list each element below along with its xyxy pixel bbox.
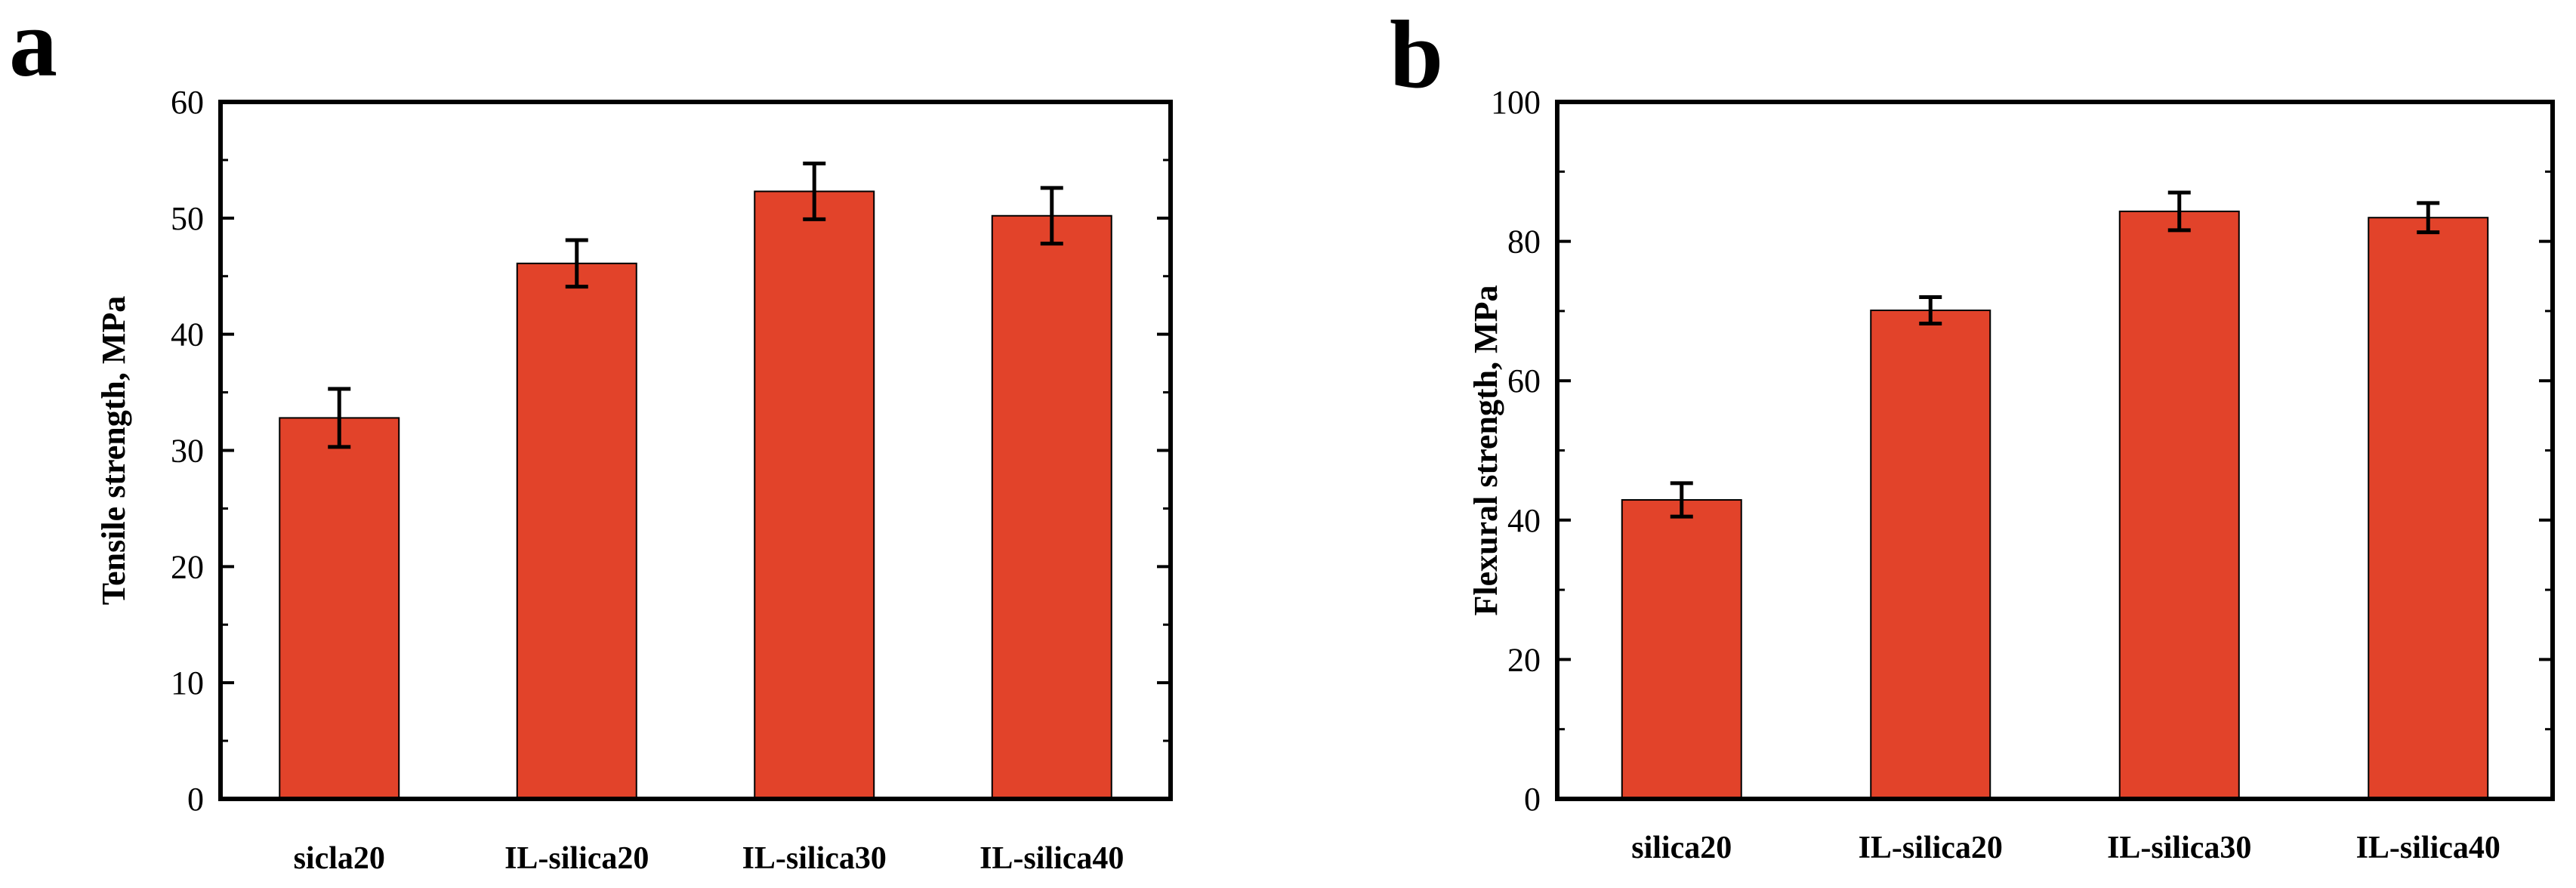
y-tick-label: 40 bbox=[1507, 502, 1541, 539]
y-tick-label: 10 bbox=[171, 664, 204, 701]
error-bar bbox=[1670, 481, 1693, 519]
y-tick-label: 20 bbox=[1507, 641, 1541, 678]
category-label: IL-silica20 bbox=[1859, 831, 2003, 865]
error-bar bbox=[328, 387, 351, 449]
y-axis-title: Flexural strength, MPa bbox=[1467, 285, 1504, 616]
bar-il-silica20 bbox=[1870, 309, 1991, 800]
bar-il-silica30 bbox=[2118, 210, 2240, 800]
bar-il-silica40 bbox=[2368, 217, 2489, 800]
y-tick-label: 0 bbox=[187, 781, 204, 818]
y-tick-label: 60 bbox=[171, 84, 204, 121]
error-bar bbox=[1040, 186, 1063, 246]
bar-silica20 bbox=[1621, 499, 1742, 800]
category-label: IL-silica30 bbox=[2107, 831, 2251, 865]
y-tick-label: 100 bbox=[1491, 84, 1541, 121]
panel-letter: a bbox=[9, 0, 57, 97]
y-axis-title: Tensile strength, MPa bbox=[95, 296, 132, 605]
panel-a: a sicla20 IL-silica20 IL-silica30 IL-silica4… bbox=[9, 0, 1173, 876]
plot-frame bbox=[218, 100, 1173, 801]
category-label: IL-silica40 bbox=[2356, 831, 2500, 865]
y-tick-label: 80 bbox=[1507, 224, 1541, 261]
y-tick-label: 30 bbox=[171, 433, 204, 470]
y-tick-label: 50 bbox=[171, 200, 204, 237]
error-bar bbox=[2167, 190, 2191, 233]
plot-frame bbox=[1555, 100, 2555, 801]
category-label: silica20 bbox=[1631, 831, 1732, 865]
category-label: sicla20 bbox=[294, 841, 385, 876]
bar-il-silica40 bbox=[991, 214, 1112, 800]
bar-il-silica30 bbox=[754, 190, 875, 800]
y-tick-label: 20 bbox=[171, 548, 204, 585]
y-tick-label: 0 bbox=[1524, 781, 1541, 818]
error-bar bbox=[565, 238, 588, 289]
bar-sicla20 bbox=[279, 417, 400, 800]
y-tick-label: 60 bbox=[1507, 362, 1541, 399]
error-bar bbox=[2417, 201, 2440, 235]
category-label: IL-silica20 bbox=[504, 841, 649, 876]
panel-letter: b bbox=[1390, 1, 1443, 108]
error-bar bbox=[803, 162, 826, 221]
error-bar bbox=[1919, 294, 1942, 326]
bar-il-silica20 bbox=[516, 262, 637, 800]
category-label: IL-silica40 bbox=[979, 841, 1124, 876]
category-label: IL-silica30 bbox=[742, 841, 887, 876]
y-tick-label: 40 bbox=[171, 316, 204, 353]
panel-b: b silica20 IL-silica20 IL-silica30 IL-silica… bbox=[1390, 1, 2555, 865]
